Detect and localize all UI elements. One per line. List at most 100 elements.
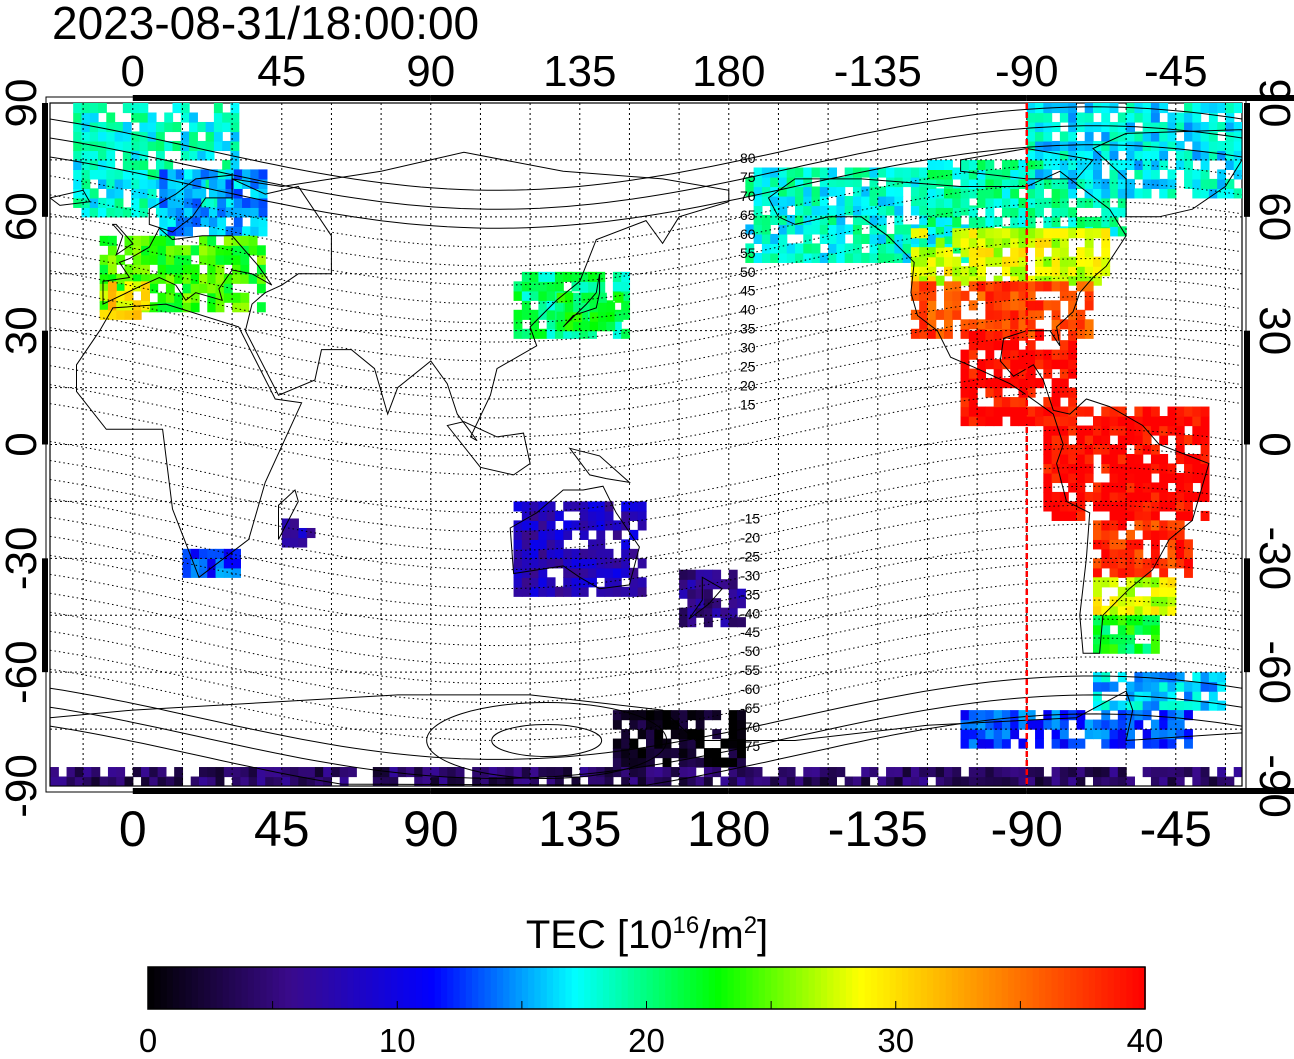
colorbar-segment	[995, 967, 1003, 1009]
tec-cell	[770, 167, 780, 178]
tec-cell	[149, 235, 159, 246]
tec-cell	[1076, 140, 1086, 152]
tec-cell	[828, 233, 837, 244]
tec-cell	[571, 586, 581, 597]
frame-bar-bottom	[728, 788, 1027, 794]
tec-cell	[1200, 103, 1210, 114]
tec-cell	[1035, 729, 1044, 740]
tec-cell	[1200, 444, 1210, 455]
tec-cell	[604, 510, 614, 521]
tec-cell	[1167, 710, 1177, 721]
tec-cell	[165, 264, 175, 275]
tec-cell	[1059, 510, 1069, 521]
colorbar-segment	[964, 967, 972, 1009]
tec-cell	[1167, 558, 1177, 569]
tec-cell	[1167, 539, 1177, 550]
tec-cell	[919, 186, 929, 197]
colorbar-segment	[191, 967, 199, 1009]
tec-cell	[935, 159, 945, 171]
tec-cell	[778, 195, 788, 207]
colorbar-segment	[260, 967, 268, 1009]
colorbar-segment	[895, 967, 903, 1009]
tec-cell	[1051, 256, 1061, 267]
frame-bar-top	[132, 95, 431, 101]
tec-cell	[240, 235, 250, 246]
tec-cell	[1035, 738, 1044, 749]
tec-cell	[174, 767, 184, 778]
colorbar-segment	[1007, 967, 1015, 1009]
tec-cell	[1167, 776, 1177, 786]
tec-cell	[637, 729, 647, 740]
tec-cell	[1175, 501, 1185, 512]
tec-cell	[579, 529, 589, 540]
tec-cell	[331, 767, 341, 778]
tec-cell	[1101, 482, 1111, 493]
tec-cell	[99, 309, 109, 320]
tec-cell	[621, 271, 631, 282]
tec-cell	[190, 776, 200, 786]
tec-cell	[1026, 710, 1036, 721]
tec-cell	[703, 710, 713, 721]
tec-cell	[1184, 700, 1193, 711]
tec-cell	[1134, 558, 1144, 569]
tec-cell	[1175, 529, 1185, 540]
tec-cell	[1068, 121, 1078, 133]
tec-cell	[1059, 178, 1069, 189]
tec-cell	[1001, 169, 1011, 180]
tec-cell	[1150, 624, 1160, 635]
tec-cell	[66, 776, 76, 786]
tec-cell	[803, 233, 813, 244]
tec-cell	[1026, 131, 1036, 142]
tec-cell	[98, 103, 107, 114]
tec-cell	[968, 300, 978, 311]
tec-cell	[1184, 510, 1193, 521]
tec-cell	[629, 501, 639, 512]
tec-cell	[1018, 247, 1028, 258]
tec-cell	[1101, 491, 1111, 503]
tec-cell	[81, 197, 91, 208]
tec-cell	[132, 254, 142, 265]
tec-cell	[1101, 188, 1111, 199]
colorbar-tick-label: 20	[628, 1022, 665, 1059]
tec-cell	[546, 328, 556, 339]
tec-cell	[546, 290, 556, 301]
tec-cell	[1010, 197, 1020, 208]
colorbar-segment	[852, 967, 860, 1009]
tec-cell	[521, 776, 531, 786]
tec-cell	[215, 264, 225, 275]
tec-cell	[1068, 776, 1078, 786]
tec-cell	[1101, 767, 1111, 778]
tec-cell	[968, 178, 978, 189]
tec-cell	[1035, 256, 1044, 267]
tec-cell	[89, 188, 99, 199]
tec-cell	[770, 195, 780, 207]
tec-cell	[1150, 520, 1160, 531]
tec-cell	[1159, 482, 1169, 493]
tec-cell	[1117, 605, 1127, 616]
tec-cell	[190, 283, 200, 294]
colorbar-segment	[521, 967, 529, 1009]
tec-cell	[1068, 349, 1078, 360]
top-lon-label: 135	[543, 47, 616, 96]
tec-cell	[1076, 767, 1086, 778]
tec-cell	[1142, 150, 1152, 161]
colorbar-segment	[322, 967, 330, 1009]
contour-line	[50, 125, 1242, 210]
tec-cell	[1159, 681, 1169, 692]
tec-cell	[869, 167, 879, 178]
tec-cell	[803, 195, 813, 207]
tec-cell	[1101, 539, 1111, 550]
tec-cell	[1126, 719, 1135, 730]
tec-cell	[159, 169, 169, 180]
colorbar-segment	[472, 967, 480, 1009]
tec-cell	[250, 188, 260, 199]
tec-cell	[250, 197, 260, 208]
tec-cell	[679, 617, 688, 628]
tec-cell	[687, 738, 697, 749]
tec-cell	[1084, 767, 1094, 778]
tec-cell	[1068, 228, 1078, 239]
colorbar-segment	[154, 967, 162, 1009]
tec-cell	[91, 767, 101, 778]
tec-cell	[944, 266, 953, 277]
tec-cell	[910, 176, 920, 188]
